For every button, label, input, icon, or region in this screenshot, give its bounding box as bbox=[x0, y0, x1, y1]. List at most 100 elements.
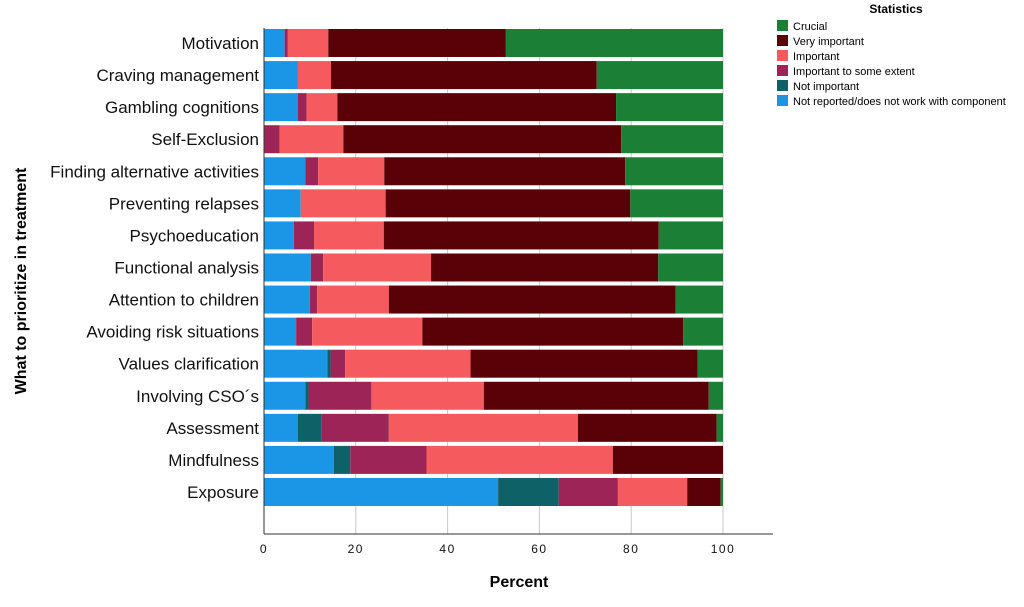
y-tick-label: Motivation bbox=[182, 34, 259, 53]
bar-motivation-series-5 bbox=[505, 29, 723, 57]
bar-exposure-series-0 bbox=[264, 477, 499, 506]
bar-psychoeducation-series-2 bbox=[293, 221, 315, 250]
bar-exposure-series-5 bbox=[720, 477, 723, 506]
bar-attention-to-children-series-4 bbox=[388, 285, 676, 314]
bar-avoiding-risk-situations-series-3 bbox=[312, 317, 423, 346]
legend-label: Important bbox=[793, 51, 839, 63]
bar-involving-cso-s-series-2 bbox=[308, 381, 372, 410]
y-tick-label: Psychoeducation bbox=[130, 226, 259, 245]
x-tick-label: 20 bbox=[348, 542, 364, 556]
legend-swatch bbox=[777, 35, 788, 46]
x-axis-label: Percent bbox=[490, 574, 549, 591]
bar-functional-analysis-series-0 bbox=[264, 253, 311, 282]
bar-motivation-series-4 bbox=[328, 29, 506, 57]
bar-gambling-cognitions-series-3 bbox=[306, 93, 338, 122]
bar-self-exclusion-series-4 bbox=[343, 125, 622, 154]
bar-functional-analysis-series-4 bbox=[431, 253, 659, 282]
legend-swatch bbox=[777, 20, 788, 31]
x-tick-label: 60 bbox=[531, 542, 547, 556]
bar-mindfulness-series-0 bbox=[264, 445, 334, 474]
legend-swatch bbox=[777, 80, 788, 91]
bar-assessment-series-2 bbox=[321, 413, 389, 442]
y-tick-label: Self-Exclusion bbox=[151, 130, 259, 149]
bar-avoiding-risk-situations-series-5 bbox=[683, 317, 723, 346]
bar-values-clarification-series-0 bbox=[264, 349, 328, 378]
bar-avoiding-risk-situations-series-0 bbox=[264, 317, 297, 346]
bar-exposure-series-2 bbox=[558, 477, 618, 506]
bar-exposure-series-3 bbox=[617, 477, 688, 506]
y-tick-label: Values clarification bbox=[119, 355, 259, 374]
axes bbox=[263, 28, 773, 535]
bar-preventing-relapses-series-4 bbox=[385, 189, 631, 218]
bar-values-clarification-series-4 bbox=[470, 349, 698, 378]
bar-gambling-cognitions-series-0 bbox=[264, 93, 298, 122]
bar-psychoeducation-series-4 bbox=[383, 221, 659, 250]
bar-attention-to-children-series-5 bbox=[675, 285, 723, 314]
legend-swatch bbox=[777, 50, 788, 61]
bar-motivation-series-3 bbox=[287, 29, 329, 57]
legend-label: Very important bbox=[793, 36, 864, 48]
bar-finding-alternative-activities-series-4 bbox=[384, 157, 626, 186]
legend-swatch bbox=[777, 65, 788, 76]
bar-craving-management-series-5 bbox=[596, 61, 723, 90]
bar-functional-analysis-series-2 bbox=[310, 253, 324, 282]
bar-mindfulness-series-3 bbox=[426, 445, 613, 474]
bar-values-clarification-series-3 bbox=[345, 349, 471, 378]
bar-involving-cso-s-series-4 bbox=[483, 381, 709, 410]
bar-involving-cso-s-series-3 bbox=[371, 381, 484, 410]
legend-label: Important to some extent bbox=[793, 66, 915, 78]
bars bbox=[264, 29, 723, 506]
bar-involving-cso-s-series-1 bbox=[305, 381, 309, 410]
bar-gambling-cognitions-series-5 bbox=[616, 93, 723, 122]
bar-attention-to-children-series-2 bbox=[309, 285, 318, 314]
bar-mindfulness-series-1 bbox=[333, 445, 351, 474]
bar-motivation-series-2 bbox=[284, 29, 288, 57]
bar-preventing-relapses-series-3 bbox=[300, 189, 386, 218]
x-tick-labels: 0 20 40 60 80 100 bbox=[260, 542, 736, 556]
bar-assessment-series-0 bbox=[264, 413, 298, 442]
bar-preventing-relapses-series-0 bbox=[264, 189, 301, 218]
bar-gambling-cognitions-series-4 bbox=[337, 93, 617, 122]
y-tick-label: Gambling cognitions bbox=[105, 98, 259, 117]
bar-finding-alternative-activities-series-5 bbox=[625, 157, 723, 186]
bar-assessment-series-5 bbox=[716, 413, 723, 442]
legend-swatch bbox=[777, 95, 788, 106]
bar-motivation-series-0 bbox=[264, 29, 285, 57]
bar-craving-management-series-0 bbox=[264, 61, 298, 90]
y-tick-label: Assessment bbox=[166, 419, 259, 438]
bar-avoiding-risk-situations-series-2 bbox=[296, 317, 313, 346]
x-tick-label: 40 bbox=[439, 542, 455, 556]
bar-exposure-series-1 bbox=[498, 477, 559, 506]
bar-psychoeducation-series-0 bbox=[264, 221, 294, 250]
bar-values-clarification-series-2 bbox=[330, 349, 346, 378]
bar-craving-management-series-4 bbox=[331, 61, 597, 90]
bar-craving-management-series-3 bbox=[297, 61, 332, 90]
bar-assessment-series-3 bbox=[388, 413, 578, 442]
y-tick-label: Exposure bbox=[187, 483, 259, 502]
y-tick-labels: Motivation Craving management Gambling cog… bbox=[50, 34, 259, 502]
bar-self-exclusion-series-2 bbox=[264, 125, 280, 154]
bar-functional-analysis-series-3 bbox=[323, 253, 432, 282]
bar-values-clarification-series-1 bbox=[327, 349, 331, 378]
legend: Statistics Crucial Very important Importan… bbox=[777, 2, 1006, 108]
bar-values-clarification-series-5 bbox=[697, 349, 723, 378]
y-tick-label: Attention to children bbox=[109, 291, 259, 310]
x-tick-label: 80 bbox=[623, 542, 639, 556]
bar-involving-cso-s-series-0 bbox=[264, 381, 306, 410]
bar-attention-to-children-series-0 bbox=[264, 285, 310, 314]
bar-self-exclusion-series-5 bbox=[621, 125, 723, 154]
bar-finding-alternative-activities-series-0 bbox=[264, 157, 306, 186]
legend-label: Crucial bbox=[793, 21, 827, 33]
x-tick-label: 0 bbox=[260, 542, 268, 556]
bar-assessment-series-1 bbox=[297, 413, 322, 442]
bar-psychoeducation-series-5 bbox=[658, 221, 723, 250]
bar-self-exclusion-series-3 bbox=[279, 125, 344, 154]
y-tick-label: Functional analysis bbox=[114, 258, 259, 277]
bar-avoiding-risk-situations-series-4 bbox=[422, 317, 684, 346]
bar-psychoeducation-series-3 bbox=[314, 221, 384, 250]
y-tick-label: Avoiding risk situations bbox=[86, 323, 259, 342]
x-tick-label: 100 bbox=[711, 542, 736, 556]
legend-label: Not reported/does not work with componen… bbox=[793, 96, 1006, 108]
